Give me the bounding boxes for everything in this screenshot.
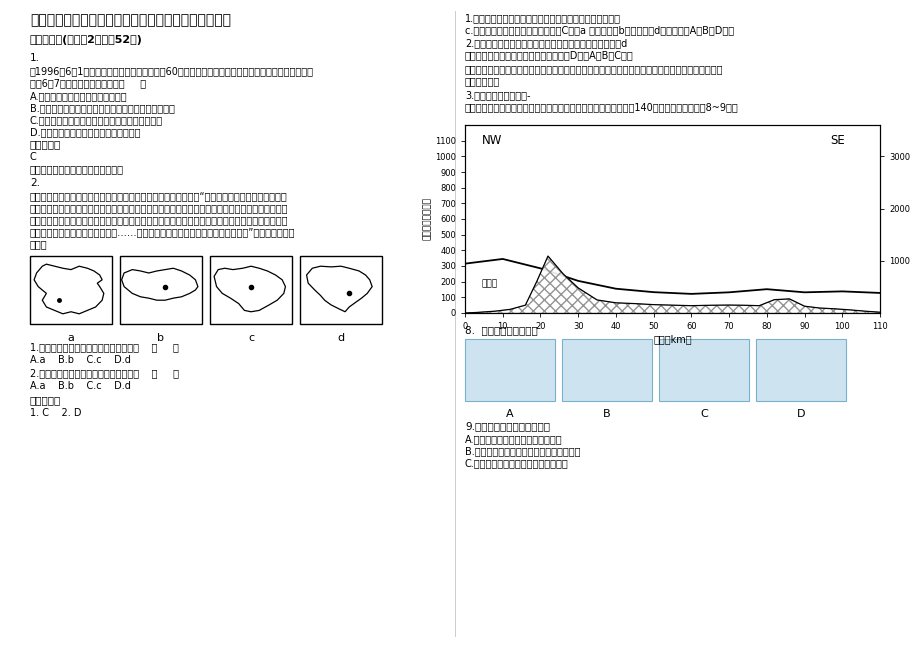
Text: SE: SE (829, 134, 844, 147)
Text: D: D (796, 409, 804, 419)
Text: A.a    B.b    C.c    D.d: A.a B.b C.c D.d (30, 381, 130, 391)
Text: 1.「甲人」笑了，说明甲的面积大，甲指的省级行政单位是: 1.「甲人」笑了，说明甲的面积大，甲指的省级行政单位是 (464, 13, 620, 23)
Text: 东南向的地形剖面以及年降水量分布图。岛屿东西海屸相距平均约140千米左右。读图回答8~9题。: 东南向的地形剖面以及年降水量分布图。岛屿东西海屸相距平均约140千米左右。读图回… (464, 102, 738, 112)
Bar (755, 339, 845, 401)
Text: 参考答案：: 参考答案： (30, 139, 62, 149)
Text: 陕西人说他革命早，江西人就笑了……台湾人说麻水稻想独立，全国人民都笑了。”读下图回答下列: 陕西人说他革命早，江西人就笑了……台湾人说麻水稻想独立，全国人民都笑了。”读下图… (30, 227, 295, 237)
Text: 自1996年6月1日起，我国在南海海域实施为期60天的伏季休渔，在南海海域不得有任何渔船作业。选: 自1996年6月1日起，我国在南海海域实施为期60天的伏季休渔，在南海海域不得有… (30, 66, 313, 76)
Text: 各题：: 各题： (30, 239, 48, 249)
Text: 2.: 2. (30, 178, 40, 188)
Text: C: C (699, 409, 707, 419)
Text: 点睛：了解各省级单位的轮廓形态特征，新疆是我国面积最大的省级单位，云南是我国民族数量最多: 点睛：了解各省级单位的轮廓形态特征，新疆是我国面积最大的省级单位，云南是我国民族… (464, 64, 722, 74)
Text: 择在6、7月两个月休渔的原因是（     ）: 择在6、7月两个月休渔的原因是（ ） (30, 78, 146, 88)
Text: 1.: 1. (30, 53, 40, 63)
Text: d: d (337, 333, 345, 343)
Text: D.这一时段多有赤潮发生，影响渔业生产: D.这一时段多有赤潮发生，影响渔业生产 (30, 127, 141, 137)
Text: 1.「甲人」笑了，甲指的省级行政单位是    （     ）: 1.「甲人」笑了，甲指的省级行政单位是 （ ） (30, 342, 178, 352)
Text: A.这一时段多发台风，确保渔民安全: A.这一时段多发台风，确保渔民安全 (30, 91, 128, 101)
Bar (300, 256, 381, 324)
Text: 西海屸: 西海屸 (481, 279, 497, 288)
Bar (562, 339, 652, 401)
Text: 就笑了；北京人说他风沙多，内蒙人就笑了；内蒙人说他面积大，「甲人」就笑了，「甲人」说他民: 就笑了；北京人说他风沙多，内蒙人就笑了；内蒙人说他面积大，「甲人」就笑了，「甲人… (30, 203, 289, 213)
Text: 湖北省襄阳市新一代寄宿学校高二地理模拟试卷含解析: 湖北省襄阳市新一代寄宿学校高二地理模拟试卷含解析 (30, 13, 231, 27)
Y-axis label: 年降水量（毫米）: 年降水量（毫米） (423, 197, 432, 240)
Text: 族多，「乙人」就笑了：「乙人」说他地势高，西藏人就笑了；西藏人说他文物多，陕西人就笑了；: 族多，「乙人」就笑了：「乙人」说他地势高，西藏人就笑了；西藏人说他文物多，陕西人… (30, 215, 289, 225)
Text: 3.如图为某岛屿呈西北-: 3.如图为某岛屿呈西北- (464, 90, 530, 100)
Text: 2.「乙人」笑了，乙指的省级行政单位是    （     ）: 2.「乙人」笑了，乙指的省级行政单位是 （ ） (30, 368, 179, 378)
Text: A.该岛屿西坡林木茂盛，东坡多草坡: A.该岛屿西坡林木茂盛，东坡多草坡 (464, 434, 562, 444)
Text: a: a (67, 333, 74, 343)
Text: NW: NW (481, 134, 502, 147)
Bar (658, 339, 748, 401)
Text: B.这一时段海水温度高，蕉发强，海水盐度大，鱼类少: B.这一时段海水温度高，蕉发强，海水盐度大，鱼类少 (30, 103, 175, 113)
Text: C.该岛屿东海屸受寒流影响，降水较少: C.该岛屿东海屸受寒流影响，降水较少 (464, 458, 568, 468)
Text: 参考答案：: 参考答案： (30, 395, 62, 405)
Bar (210, 256, 291, 324)
X-axis label: 距离（km）: 距离（km） (652, 334, 691, 344)
Text: c: c (247, 333, 254, 343)
Text: C.这一时段南海幼鱼比例最大，为了保护渔业资源: C.这一时段南海幼鱼比例最大，为了保护渔业资源 (30, 115, 163, 125)
Text: B: B (603, 409, 610, 419)
Text: 伏季休渔可实现渔业的可持续发展。: 伏季休渔可实现渔业的可持续发展。 (30, 164, 124, 174)
Text: 8.  该岛可能是下图中的: 8. 该岛可能是下图中的 (464, 325, 538, 335)
Text: ，云南是我国民族数量最多的省级单位。D对。A、B、C错。: ，云南是我国民族数量最多的省级单位。D对。A、B、C错。 (464, 50, 633, 60)
Text: 在一个热门贴吧中，点击率和跟帖数非常高的一个帖子是这样的：“湖南人说他名胜古迹多，北京人: 在一个热门贴吧中，点击率和跟帖数非常高的一个帖子是这样的：“湖南人说他名胜古迹多… (30, 191, 288, 201)
Text: 的省级单位。: 的省级单位。 (464, 76, 500, 86)
Text: B.该岛屿降水季节分配不均，易发旱涝灾害: B.该岛屿降水季节分配不均，易发旱涝灾害 (464, 446, 580, 456)
Text: A: A (505, 409, 513, 419)
Bar (119, 256, 202, 324)
Text: 一、选择题(每小题2分，內52分): 一、选择题(每小题2分，內52分) (30, 35, 142, 45)
Text: 2.「乙人」笑了，说明乙的民族多，乙指的省级行政单位是d: 2.「乙人」笑了，说明乙的民族多，乙指的省级行政单位是d (464, 38, 627, 48)
Text: C: C (30, 152, 37, 162)
Text: 1. C    2. D: 1. C 2. D (30, 408, 82, 418)
Text: A.a    B.b    C.c    D.d: A.a B.b C.c D.d (30, 355, 130, 365)
Text: 9.关于该岛屿的描述正确的是: 9.关于该岛屿的描述正确的是 (464, 421, 550, 431)
Bar (30, 256, 112, 324)
Bar (464, 339, 554, 401)
Text: c.新疆是我国面积最大的省级单位，C对。a 是内蒙古，b是湖南省，d是云南省。A、B、D错。: c.新疆是我国面积最大的省级单位，C对。a 是内蒙古，b是湖南省，d是云南省。A… (464, 25, 733, 35)
Text: b: b (157, 333, 165, 343)
